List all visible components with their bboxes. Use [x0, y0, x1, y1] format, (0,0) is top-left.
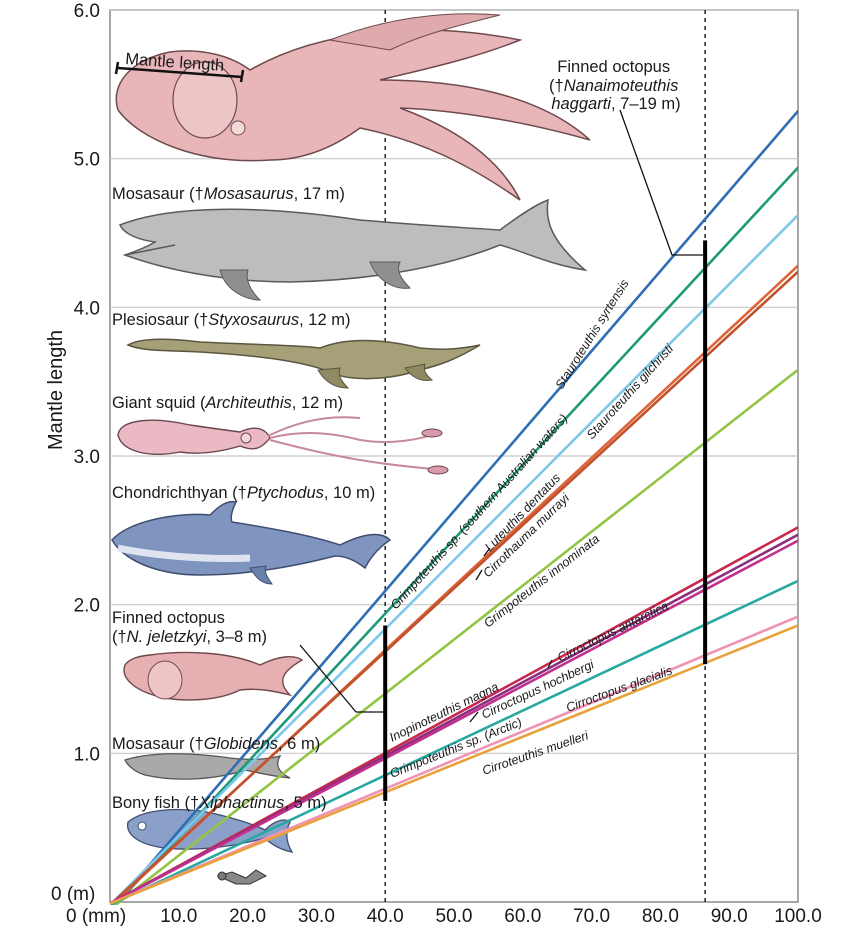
- series-line-5: [113, 368, 798, 905]
- y-tick-label-5: 6.0: [74, 1, 100, 22]
- finned-octopus-large-illustration: [115, 13, 591, 201]
- caption-part: Chondrichthyan (†: [112, 484, 247, 502]
- caption-finned-octopus-small: Finned octopus (†N. jeletzkyi, 3–8 m): [112, 609, 267, 646]
- caption-part: Plesiosaur (†: [112, 311, 208, 329]
- y-tick-label-0: 1.0: [74, 744, 100, 765]
- series-line-4: [110, 270, 798, 905]
- caption-part-italic: Globidens: [204, 735, 278, 753]
- caption-line-3: haggarti, 7–19 m): [551, 95, 680, 113]
- caption-plesiosaur: Plesiosaur (†Styxosaurus, 12 m): [112, 311, 350, 329]
- y-tick-label-2: 3.0: [74, 447, 100, 468]
- caption-mosasaurus: Mosasaur (†Mosasaurus, 17 m): [112, 185, 345, 203]
- series-line-2: [110, 213, 798, 905]
- series-line-1: [113, 166, 798, 905]
- leader-line-large: [619, 109, 705, 256]
- caption-part-italic: haggarti: [551, 95, 612, 113]
- caption-giant-squid: Giant squid (Architeuthis, 12 m): [112, 394, 343, 412]
- x-tick-label-4: 50.0: [436, 906, 473, 927]
- caption-part: , 7–19 m): [611, 95, 681, 113]
- y-axis-label: Mantle length: [45, 330, 67, 450]
- x-tick-label-3: 40.0: [367, 906, 404, 927]
- caption-bony-fish: Bony fish (†Xiphactinus, 5 m): [112, 794, 327, 812]
- axis-ticks: 10.0 20.0 30.0 40.0 50.0 60.0 70.0 80.0 90.0 100.…: [74, 1, 822, 927]
- y-tick-label-1: 2.0: [74, 596, 100, 617]
- caption-line-2: (†N. jeletzkyi, 3–8 m): [112, 628, 267, 646]
- leader-cirroctopus-antarctica: [547, 659, 553, 669]
- leader-lines: [299, 109, 705, 723]
- mosasaurus-illustration: [118, 198, 588, 301]
- caption-part: (†: [549, 77, 564, 95]
- caption-line-1: Finned octopus: [112, 609, 225, 627]
- leader-luteuthis: [483, 547, 491, 557]
- caption-part-italic: Architeuthis: [205, 394, 292, 412]
- x-tick-label-8: 90.0: [711, 906, 748, 927]
- caption-part: , 3–8 m): [206, 628, 267, 646]
- caption-chondrichthyan: Chondrichthyan (†Ptychodus, 10 m): [112, 484, 375, 502]
- x-tick-label-5: 60.0: [504, 906, 541, 927]
- caption-line-1: Finned octopus: [557, 58, 670, 76]
- series-line-11: [110, 624, 798, 905]
- ptychodus-illustration: [111, 500, 392, 585]
- caption-part-italic: Ptychodus: [247, 484, 324, 502]
- diver-illustration: [216, 869, 268, 885]
- series-line-9: [110, 579, 798, 905]
- architeuthis-illustration: [117, 416, 449, 475]
- leader-cirrothauma: [475, 569, 483, 581]
- caption-finned-octopus-large: Finned octopus (†Nanaimoteuthis haggarti…: [549, 58, 683, 113]
- leader-cirroctopus-hochbergi: [469, 711, 479, 723]
- caption-part: , 17 m): [294, 185, 345, 203]
- x-tick-label-9: 100.0: [774, 906, 822, 927]
- caption-part-italic: Mosasaurus: [204, 185, 294, 203]
- caption-part: , 12 m): [299, 311, 350, 329]
- caption-part: Mosasaur (†: [112, 185, 204, 203]
- series-line-8: [110, 539, 798, 905]
- caption-part: Mosasaur (†: [112, 735, 204, 753]
- caption-part: Giant squid (: [112, 394, 206, 412]
- y-unit-label: 0 (m): [51, 884, 95, 905]
- series-line-10: [110, 615, 798, 905]
- caption-globidens: Mosasaur (†Globidens, 6 m): [112, 735, 320, 753]
- caption-part: , 5 m): [284, 794, 326, 812]
- leader-line-small: [299, 644, 384, 713]
- series-line-0: [113, 109, 798, 905]
- caption-part-italic: Styxosaurus: [208, 311, 299, 329]
- caption-part: , 10 m): [324, 484, 375, 502]
- caption-line-2: (†Nanaimoteuthis: [549, 77, 678, 95]
- caption-part-italic: Xiphactinus: [198, 794, 284, 812]
- x-unit-label: 0 (mm): [66, 906, 126, 927]
- y-tick-label-4: 5.0: [74, 150, 100, 171]
- series-lines: [110, 109, 798, 905]
- styxosaurus-illustration: [126, 338, 481, 389]
- x-tick-label-0: 10.0: [160, 906, 197, 927]
- caption-part: , 6 m): [278, 735, 320, 753]
- captions: Finned octopus (†Nanaimoteuthis haggarti…: [112, 58, 683, 812]
- caption-part-italic: Nanaimoteuthis: [564, 77, 679, 95]
- x-tick-label-6: 70.0: [573, 906, 610, 927]
- caption-part: , 12 m): [292, 394, 343, 412]
- caption-part: (†: [112, 628, 127, 646]
- y-tick-label-3: 4.0: [74, 298, 100, 319]
- size-range-bars: [383, 240, 708, 801]
- caption-part: Bony fish (†: [112, 794, 199, 812]
- x-tick-label-1: 20.0: [229, 906, 266, 927]
- x-tick-label-2: 30.0: [298, 906, 335, 927]
- x-tick-label-7: 80.0: [642, 906, 679, 927]
- caption-part-italic: N. jeletzkyi: [127, 628, 208, 646]
- finned-octopus-small-illustration: [123, 651, 304, 701]
